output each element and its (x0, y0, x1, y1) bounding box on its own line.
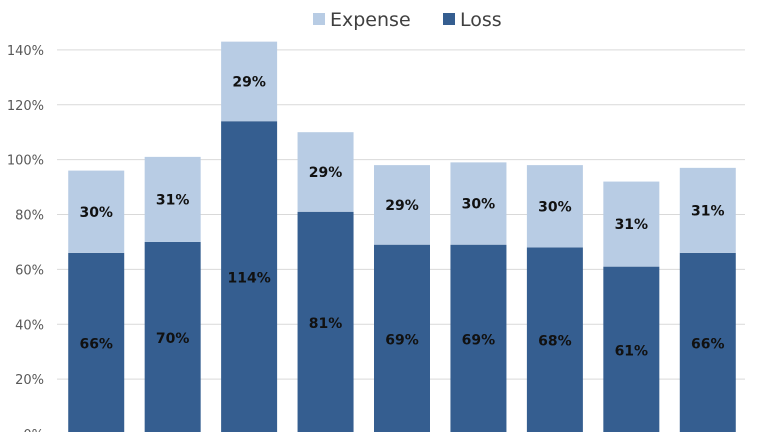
data-label-loss: 68% (538, 334, 572, 350)
data-label-loss: 81% (309, 316, 343, 332)
bar-segment-loss (144, 241, 201, 432)
legend-swatch-expense (313, 13, 325, 25)
data-label-expense: 30% (79, 205, 113, 221)
bar-segment-expense (221, 41, 278, 122)
bar-segment-expense (68, 170, 125, 253)
y-tick-label: 40% (15, 318, 44, 333)
y-tick-label: 60% (15, 263, 44, 278)
data-label-loss: 70% (156, 331, 190, 347)
y-tick-label: 80% (15, 209, 44, 224)
y-tick-label: 20% (15, 373, 44, 388)
y-tick-label: 120% (7, 99, 44, 114)
data-label-expense: 29% (385, 198, 419, 214)
y-axis: 0% 20% 40% 60% 80% 100% 120% 140% 160% (7, 0, 44, 432)
data-label-expense: 31% (691, 203, 725, 219)
legend-label-expense: Expense (330, 9, 411, 31)
bar-segment-expense (679, 167, 736, 253)
bar-segment-loss (221, 121, 278, 432)
y-tick-label: 100% (7, 154, 44, 169)
data-label-expense: 31% (156, 192, 190, 208)
data-label-loss: 69% (385, 332, 419, 348)
bar-segment-expense (144, 156, 201, 242)
legend: Expense Loss (313, 9, 502, 31)
bars (68, 41, 736, 432)
y-tick-label: 160% (7, 0, 44, 4)
y-tick-label: 140% (7, 44, 44, 59)
bar-segment-expense (450, 162, 507, 245)
bar-segment-loss (374, 244, 430, 432)
legend-swatch-loss (443, 13, 455, 25)
legend-label-loss: Loss (460, 9, 502, 31)
bar-segment-loss (450, 244, 507, 432)
data-label-expense: 30% (462, 197, 496, 213)
data-label-expense: 29% (309, 165, 343, 181)
bar-segment-expense (603, 181, 660, 267)
bar-segment-loss (68, 252, 125, 432)
bar-segment-expense (374, 165, 430, 245)
data-label-loss: 69% (462, 332, 496, 348)
data-label-loss: 66% (79, 336, 113, 352)
bar-segment-expense (526, 165, 583, 248)
data-label-expense: 31% (615, 217, 649, 233)
bar-segment-loss (526, 247, 583, 432)
data-labels: 66% 30% 70% 31% 114% 29% 81% 29% 69% 29% 69% 30% 68%… (79, 74, 724, 359)
y-tick-label: 0% (23, 428, 44, 432)
data-label-loss: 61% (615, 343, 649, 359)
bar-segment-loss (603, 266, 660, 432)
bar-segment-loss (297, 211, 354, 432)
data-label-expense: 30% (538, 199, 572, 215)
data-label-loss: 114% (227, 271, 270, 287)
data-label-expense: 29% (232, 74, 266, 90)
data-label-loss: 66% (691, 336, 725, 352)
bar-segment-expense (297, 132, 354, 212)
bar-segment-loss (679, 252, 736, 432)
